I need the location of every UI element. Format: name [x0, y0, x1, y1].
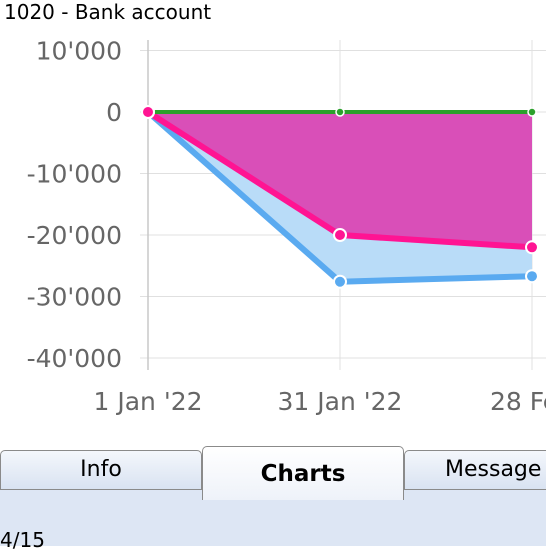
- data-point-blue: [525, 269, 539, 284]
- chart-area: 10'000 0 -10'000 -20'000 -30'000 -40'000 1 Jan…: [27, 37, 546, 416]
- data-point-magenta: [141, 105, 155, 119]
- y-tick-label: 10'000: [36, 37, 122, 66]
- y-tick-label: -40'000: [27, 344, 122, 373]
- chart-title: 1020 - Bank account: [4, 0, 212, 24]
- y-tick-label: -10'000: [27, 160, 122, 189]
- y-tick-label: 0: [106, 98, 122, 127]
- x-tick-label: 28 Feb: [490, 387, 546, 416]
- tab-charts[interactable]: Charts: [202, 446, 404, 500]
- data-point-magenta: [333, 228, 347, 242]
- data-point-blue: [333, 274, 347, 289]
- data-point-green: [335, 107, 345, 117]
- x-tick-label: 31 Jan '22: [278, 387, 403, 416]
- data-point-green: [527, 107, 537, 117]
- tab-info[interactable]: Info: [0, 450, 202, 490]
- y-tick-label: -20'000: [27, 221, 122, 250]
- status-text: 4/15: [0, 528, 45, 552]
- series-area-magenta: [148, 112, 532, 248]
- y-tick-label: -30'000: [27, 283, 122, 312]
- tab-messages[interactable]: Message: [404, 450, 546, 490]
- x-tick-label: 1 Jan '22: [93, 387, 202, 416]
- data-point-magenta: [525, 240, 539, 255]
